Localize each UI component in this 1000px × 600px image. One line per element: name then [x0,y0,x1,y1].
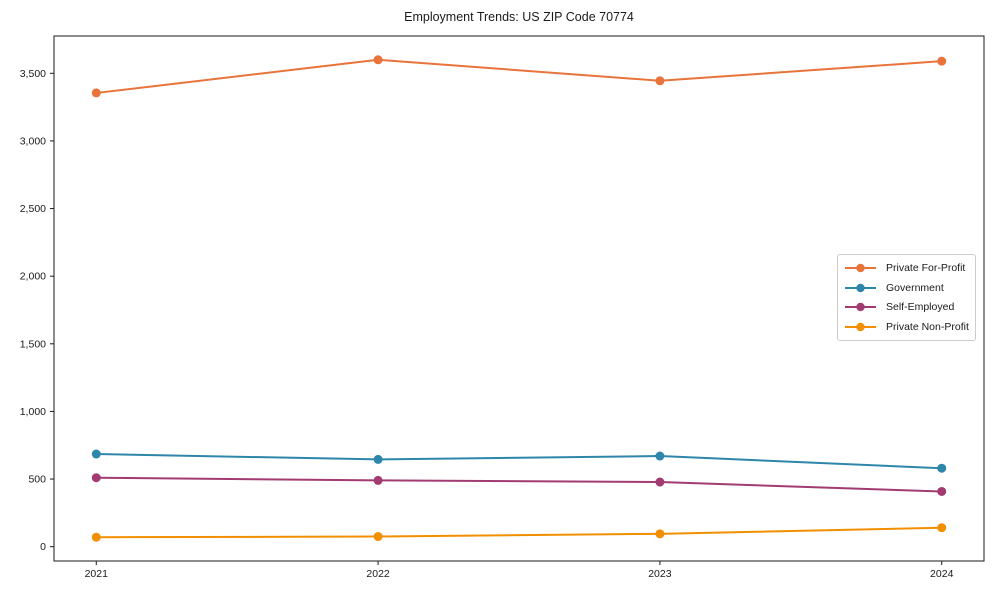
data-point-marker [91,88,101,98]
x-tick-label: 2023 [648,568,672,580]
legend-sample-marker [856,322,865,332]
legend-label: Private For-Profit [886,261,966,274]
legend-item: Private Non-Profit [844,318,969,337]
data-point-marker [655,451,665,461]
y-tick-label: 2,500 [20,203,46,215]
chart-title: Employment Trends: US ZIP Code 70774 [404,10,634,24]
data-point-marker [373,532,383,542]
legend-label: Self-Employed [886,301,955,314]
data-point-marker [373,454,383,464]
legend-sample-marker [856,283,865,292]
x-tick-label: 2022 [366,568,390,580]
data-point-marker [91,532,101,542]
legend-line-sample [845,303,876,312]
legend: Private For-Profit Government Self-Employe… [837,254,976,341]
data-point-marker [937,486,947,496]
legend-item: Self-Employed [844,298,969,317]
y-tick-label: 2,000 [20,271,46,283]
data-point-marker [655,477,665,487]
legend-sample-marker [856,263,865,273]
series-line-1 [95,453,943,470]
legend-sample-marker [856,303,865,312]
series-line-2 [95,476,943,493]
legend-line-sample [845,263,876,273]
data-point-marker [91,473,101,483]
legend-label: Government [886,281,944,294]
series-line-3 [95,526,943,539]
data-point-marker [937,463,947,473]
data-point-marker [937,523,947,533]
legend-item: Government [844,278,969,297]
data-point-marker [91,449,101,459]
y-tick-label: 3,500 [20,68,46,80]
x-tick-label: 2021 [85,568,109,580]
y-tick-label: 0 [40,541,46,553]
y-tick-label: 3,000 [20,135,46,147]
y-tick-label: 1,000 [20,406,46,418]
data-point-marker [373,475,383,485]
legend-line-sample [845,322,876,332]
x-tick-label: 2024 [930,568,954,580]
data-point-marker [373,55,383,65]
legend-label: Private Non-Profit [886,321,969,334]
data-point-marker [655,76,665,86]
y-tick-label: 1,500 [20,338,46,350]
plot-area-frame [53,35,985,562]
data-point-marker [937,56,947,66]
legend-line-sample [845,283,876,292]
legend-item: Private For-Profit [844,258,969,277]
series-line-0 [95,58,943,94]
data-point-marker [655,529,665,539]
y-tick-label: 500 [28,474,46,486]
